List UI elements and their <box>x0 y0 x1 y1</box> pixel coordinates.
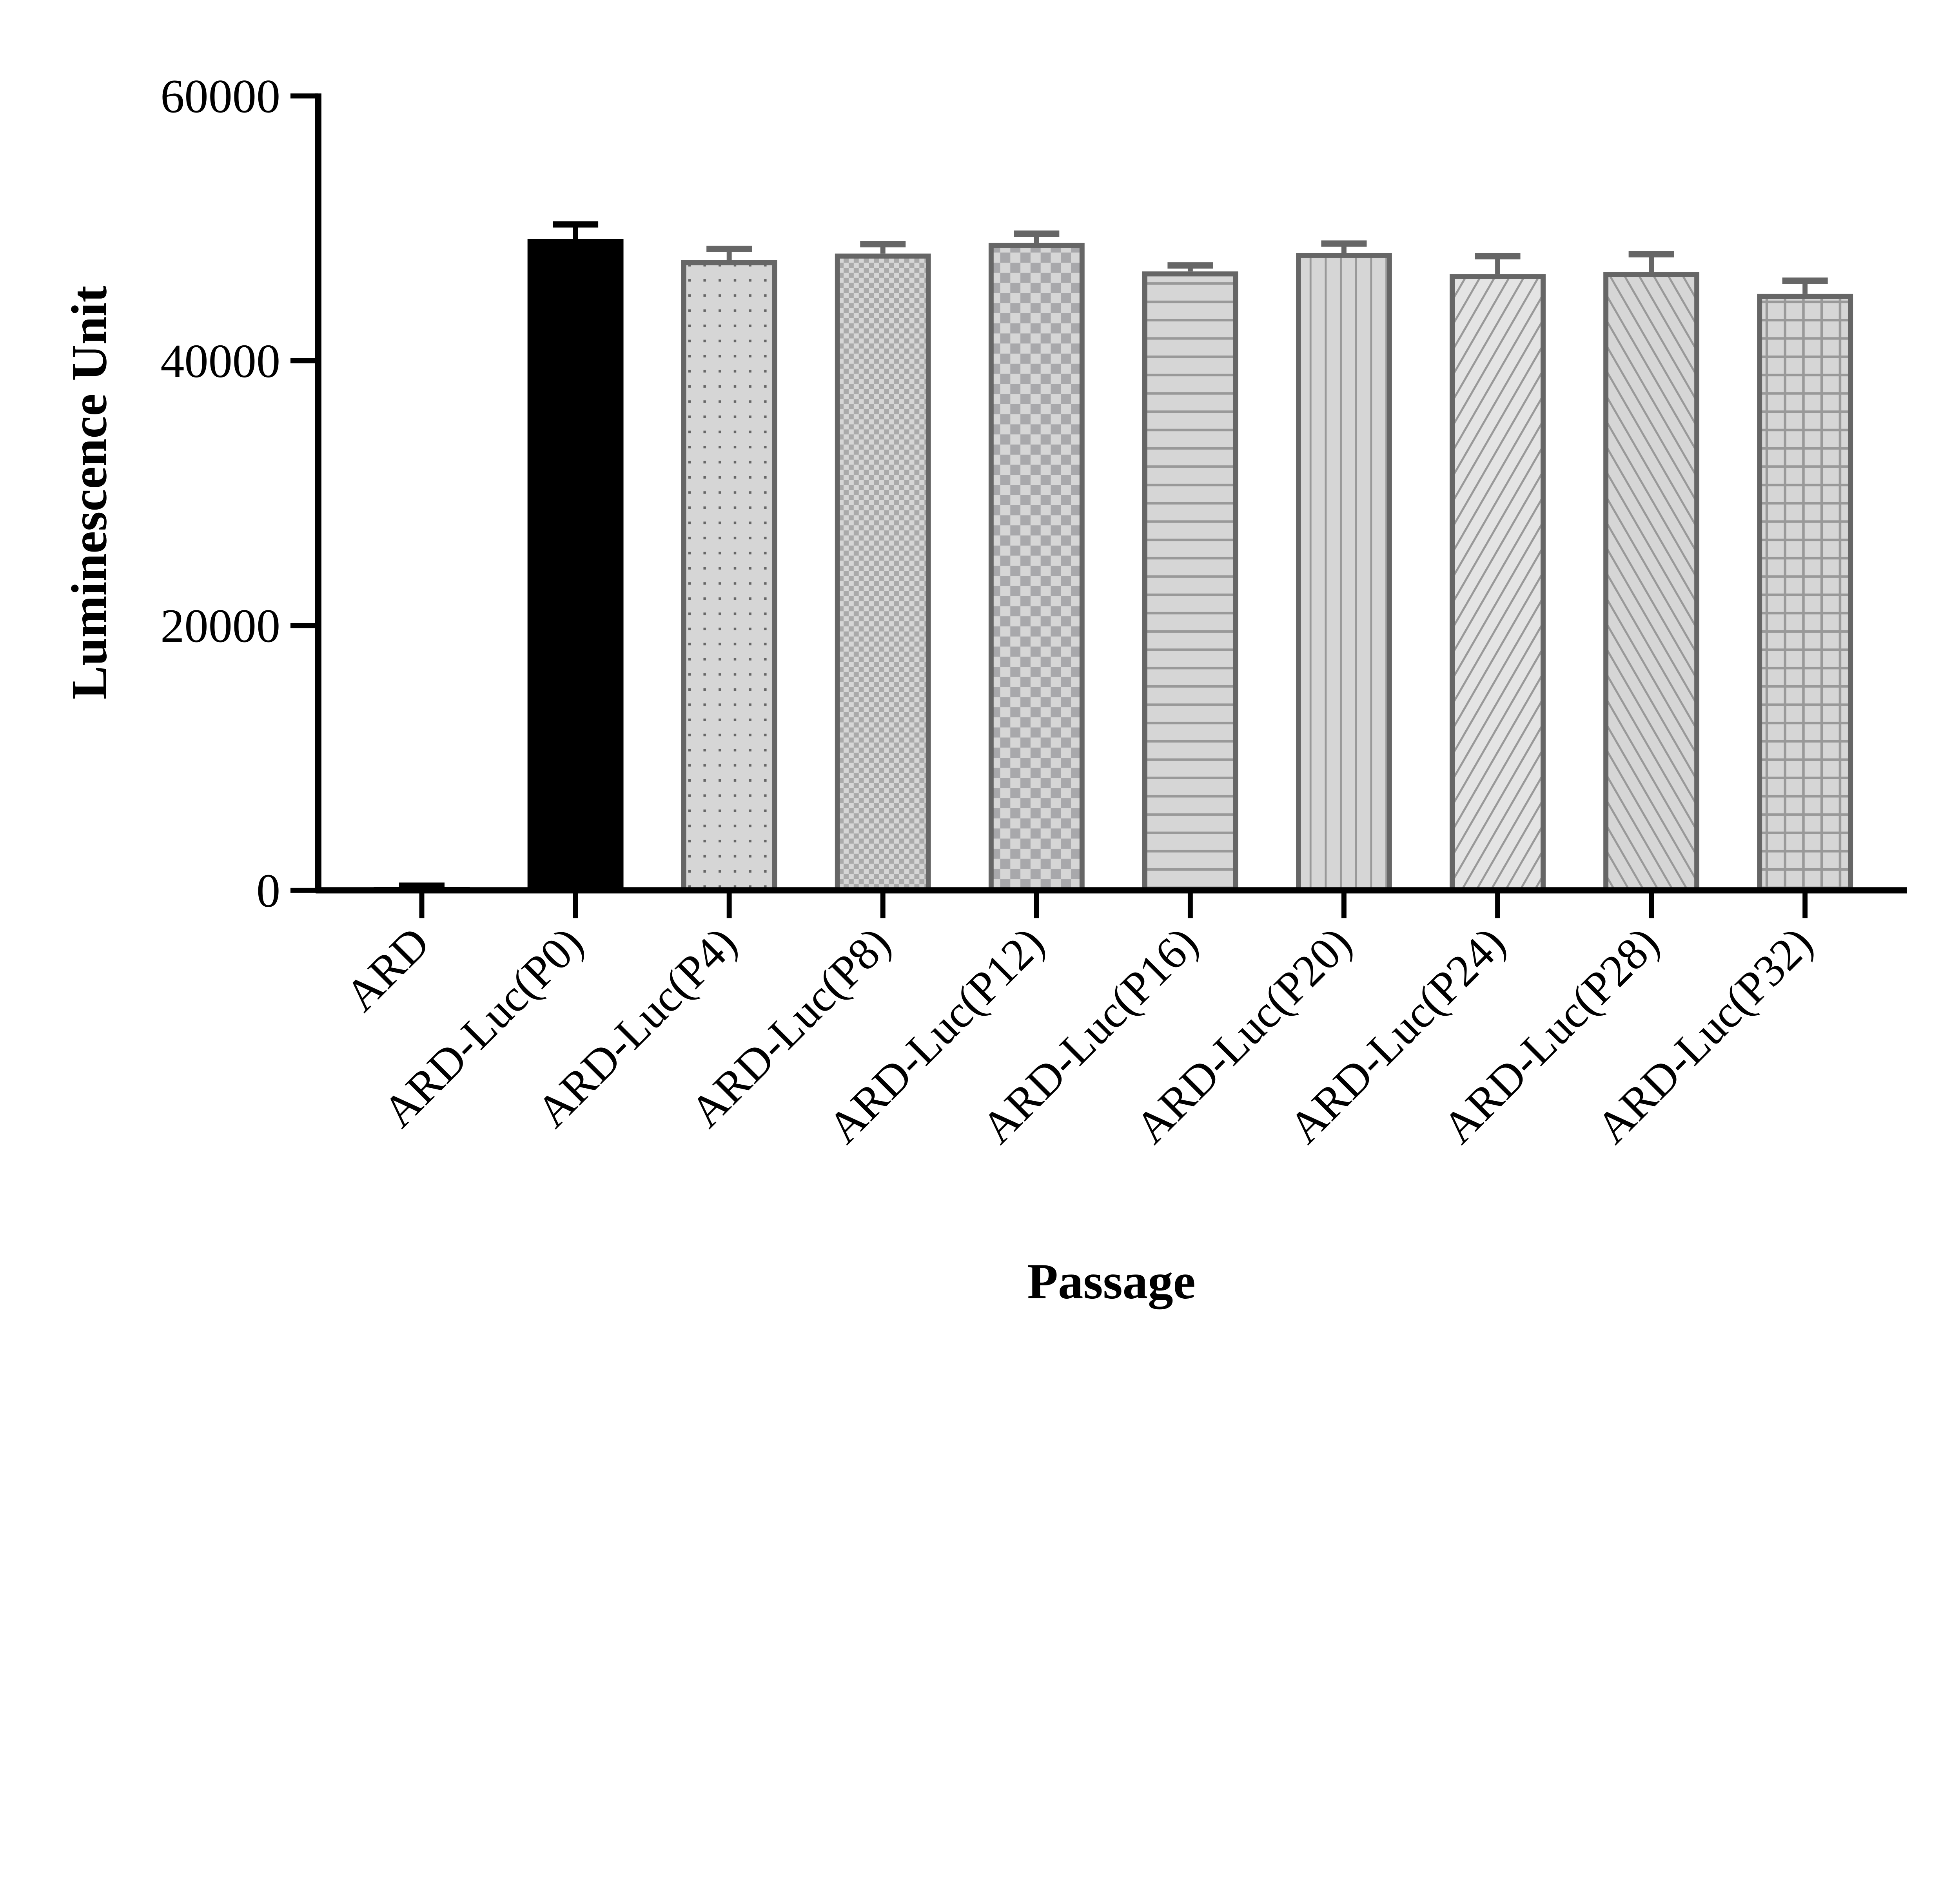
bar <box>1603 272 1700 893</box>
bar <box>1450 274 1546 893</box>
x-tick-label: ARD <box>336 918 439 1021</box>
bar-chart: ARDARD-Luc(P0)ARD-Luc(P4)ARD-Luc(P8)ARD-… <box>61 70 1907 1310</box>
bar <box>988 243 1085 893</box>
y-axis-label: Luminescence Unit <box>61 285 117 699</box>
bar <box>1142 271 1238 893</box>
bar <box>1757 294 1853 893</box>
y-tick-label: 0 <box>256 864 280 917</box>
y-tick-label: 40000 <box>160 335 280 388</box>
y-tick-label: 20000 <box>160 600 280 653</box>
x-axis-label: Passage <box>1027 1253 1196 1310</box>
bar <box>527 239 624 893</box>
bar <box>681 260 777 893</box>
bars-group <box>374 221 1853 893</box>
y-tick-label: 60000 <box>160 70 280 123</box>
bar <box>835 253 931 893</box>
bar <box>1296 253 1392 893</box>
